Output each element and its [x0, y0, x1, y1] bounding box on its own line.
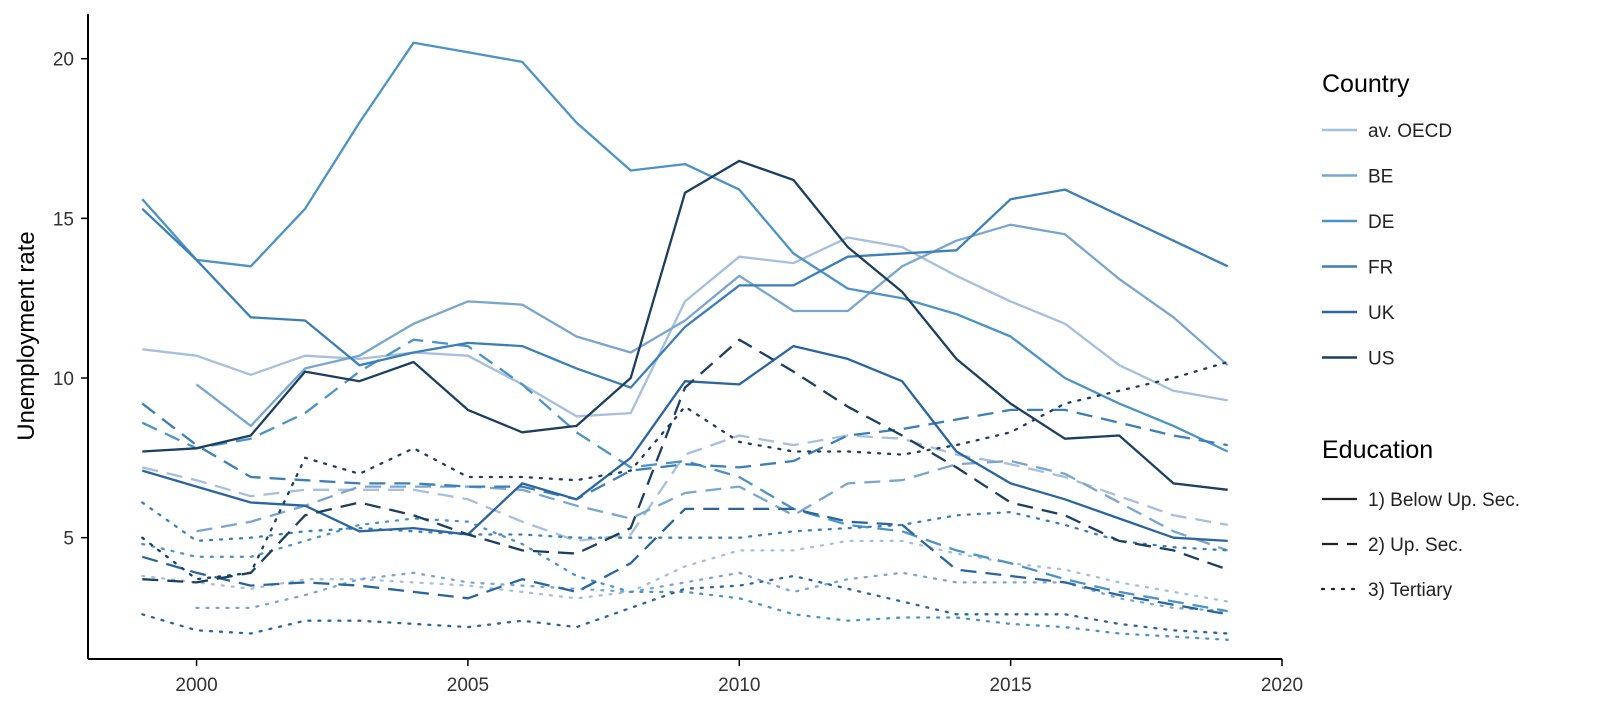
series-line-us-below: [142, 159, 1228, 491]
series-line-fr-tertiary: [141, 501, 1229, 552]
series-line-be-tertiary: [195, 571, 1229, 613]
x-tick-label: 2000: [175, 675, 217, 696]
series-line-be-below: [195, 223, 1229, 428]
plot-series-group: [141, 41, 1229, 641]
series-line-av-oecd-tertiary: [141, 539, 1229, 603]
series-line-us-tertiary: [141, 360, 1229, 581]
x-tick-label: 2005: [447, 675, 489, 696]
y-tick-label: 15: [53, 209, 74, 230]
series-line-av-oecd-upsec: [142, 434, 1228, 543]
y-axis-label: Unemployment rate: [13, 231, 40, 440]
series-line-us-upsec: [142, 338, 1229, 584]
legend-country-label: DE: [1368, 212, 1394, 233]
series-line-fr-below: [141, 188, 1229, 389]
legend-country-title: Country: [1322, 70, 1410, 98]
legend-education-title: Education: [1322, 436, 1433, 464]
legend-country-label: UK: [1368, 303, 1395, 324]
y-tick-label: 10: [53, 369, 74, 390]
series-line-be-upsec: [196, 459, 1229, 552]
series-line-fr-upsec: [141, 402, 1228, 501]
x-tick-label: 2010: [718, 675, 760, 696]
y-tick-label: 20: [53, 50, 74, 71]
legend-country-label: av. OECD: [1368, 121, 1452, 142]
series-line-de-below: [141, 41, 1229, 453]
series-line-de-upsec: [141, 338, 1228, 613]
legend-education-label: 3) Tertiary: [1368, 580, 1453, 601]
x-axis-ticks: 2000 2005 2010 2015 2020: [175, 659, 1303, 696]
legend-country-label: FR: [1368, 258, 1393, 279]
x-tick-label: 2020: [1261, 675, 1303, 696]
series-line-uk-tertiary: [141, 574, 1229, 635]
x-tick-label: 2015: [989, 675, 1031, 696]
series-line-uk-upsec: [141, 507, 1228, 616]
y-axis-ticks: 5 10 15 20: [53, 50, 88, 550]
series-line-de-tertiary: [141, 517, 1229, 641]
legend-education-label: 1) Below Up. Sec.: [1368, 490, 1520, 511]
series-line-uk-below: [141, 344, 1228, 543]
legend-education-label: 2) Up. Sec.: [1368, 535, 1463, 556]
legend-country-label: US: [1368, 349, 1394, 370]
y-tick-label: 5: [63, 529, 74, 550]
legend-country-label: BE: [1368, 167, 1393, 188]
legend-country: Country av. OECD BE DE FR UK US: [1322, 70, 1452, 370]
series-line-av-oecd-below: [142, 236, 1228, 418]
legend-education: Education 1) Below Up. Sec. 2) Up. Sec. 3)…: [1320, 436, 1520, 601]
